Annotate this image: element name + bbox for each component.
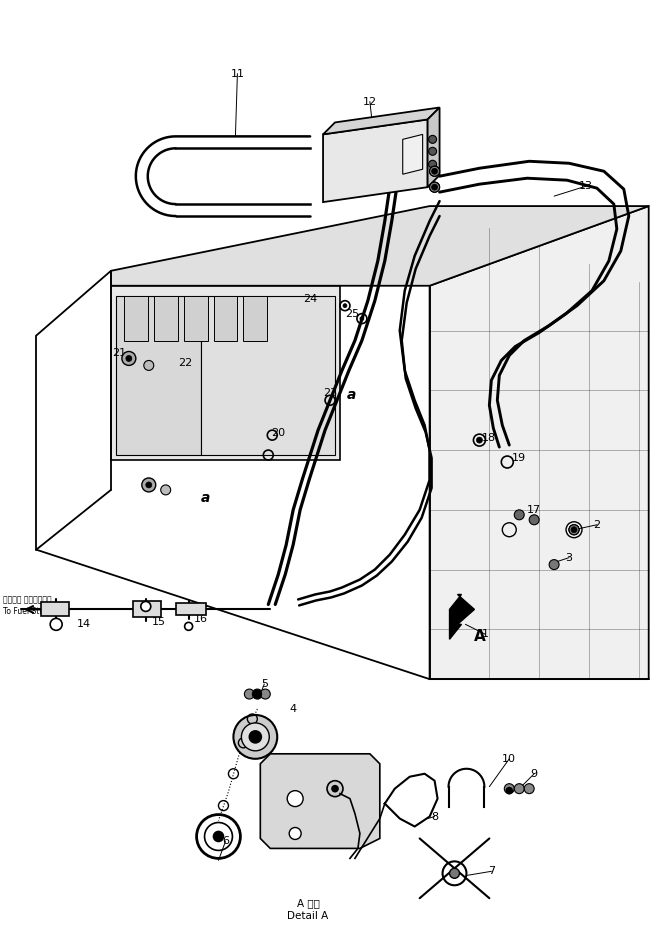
Text: 20: 20 <box>271 428 286 439</box>
Text: 16: 16 <box>194 614 208 625</box>
Text: 3: 3 <box>566 553 573 563</box>
Circle shape <box>429 166 439 176</box>
Polygon shape <box>183 295 208 340</box>
Circle shape <box>343 304 347 308</box>
Circle shape <box>161 485 171 495</box>
Text: a: a <box>201 491 210 505</box>
Circle shape <box>504 784 514 794</box>
Polygon shape <box>450 595 474 640</box>
Circle shape <box>514 784 524 794</box>
Circle shape <box>253 689 262 699</box>
Circle shape <box>50 618 62 630</box>
Circle shape <box>122 352 136 366</box>
Text: 24: 24 <box>303 294 317 304</box>
Polygon shape <box>116 295 200 455</box>
Circle shape <box>260 689 270 699</box>
Circle shape <box>514 510 524 520</box>
Text: 7: 7 <box>488 867 495 876</box>
Polygon shape <box>41 602 69 616</box>
Text: 2: 2 <box>593 520 601 530</box>
Circle shape <box>529 515 539 525</box>
Circle shape <box>549 560 559 569</box>
Circle shape <box>126 355 132 362</box>
Text: 15: 15 <box>152 617 166 627</box>
Text: 11: 11 <box>230 68 245 79</box>
Circle shape <box>429 182 439 193</box>
Circle shape <box>249 731 261 742</box>
Polygon shape <box>323 120 427 202</box>
Text: 14: 14 <box>77 619 91 629</box>
Circle shape <box>429 182 439 193</box>
Text: 19: 19 <box>512 453 526 463</box>
Circle shape <box>506 787 512 794</box>
Polygon shape <box>403 135 423 174</box>
Polygon shape <box>111 206 648 286</box>
Circle shape <box>569 525 579 535</box>
Text: 25: 25 <box>345 309 359 319</box>
Circle shape <box>144 361 154 370</box>
Polygon shape <box>260 754 380 848</box>
Circle shape <box>569 525 579 535</box>
Circle shape <box>429 148 437 155</box>
Circle shape <box>360 317 364 321</box>
Polygon shape <box>323 108 439 135</box>
Circle shape <box>253 690 261 698</box>
Text: A 詳細: A 詳細 <box>296 899 320 908</box>
Circle shape <box>476 438 482 443</box>
Text: 4: 4 <box>290 704 297 714</box>
Polygon shape <box>175 603 206 615</box>
Text: 17: 17 <box>527 505 541 515</box>
Circle shape <box>431 184 437 190</box>
Polygon shape <box>214 295 237 340</box>
Circle shape <box>429 166 439 176</box>
Text: 13: 13 <box>579 181 593 191</box>
Text: 12: 12 <box>363 96 377 107</box>
Polygon shape <box>133 601 161 617</box>
Text: 8: 8 <box>431 812 438 822</box>
Text: 10: 10 <box>502 754 516 764</box>
Circle shape <box>142 478 156 492</box>
Circle shape <box>429 182 439 193</box>
Circle shape <box>524 784 534 794</box>
Text: 9: 9 <box>531 769 538 779</box>
Circle shape <box>289 827 301 840</box>
Circle shape <box>429 136 437 143</box>
Text: 18: 18 <box>482 433 497 443</box>
Text: 23: 23 <box>323 388 337 398</box>
Text: Detail A: Detail A <box>288 911 329 921</box>
Text: a: a <box>347 388 357 402</box>
Circle shape <box>569 525 579 535</box>
Circle shape <box>141 601 151 611</box>
Circle shape <box>429 160 437 168</box>
Circle shape <box>332 785 338 792</box>
Text: 22: 22 <box>179 358 193 368</box>
Circle shape <box>429 166 439 176</box>
Circle shape <box>214 831 224 842</box>
Polygon shape <box>154 295 177 340</box>
Text: 6: 6 <box>222 837 229 846</box>
Text: 21: 21 <box>112 349 126 358</box>
Polygon shape <box>429 206 648 679</box>
Circle shape <box>571 526 577 533</box>
Circle shape <box>233 715 278 759</box>
Polygon shape <box>243 295 267 340</box>
Text: 5: 5 <box>261 679 268 689</box>
Polygon shape <box>427 108 439 187</box>
Circle shape <box>185 623 193 630</box>
Text: 1: 1 <box>482 629 489 640</box>
Circle shape <box>327 781 343 797</box>
Polygon shape <box>111 286 340 460</box>
Text: A: A <box>474 629 485 644</box>
Circle shape <box>287 791 303 807</box>
Polygon shape <box>200 295 335 455</box>
Circle shape <box>450 869 460 878</box>
Circle shape <box>431 168 437 174</box>
Polygon shape <box>124 295 148 340</box>
Circle shape <box>245 689 254 699</box>
Circle shape <box>146 482 152 488</box>
Text: To Fuel Strainer: To Fuel Strainer <box>3 607 62 616</box>
Text: フュエル ストレーナへ: フュエル ストレーナへ <box>3 595 52 604</box>
Circle shape <box>241 723 269 751</box>
